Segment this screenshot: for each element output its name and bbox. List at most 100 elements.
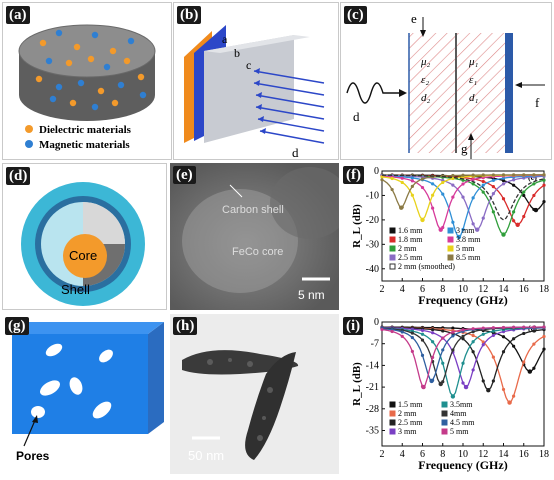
series-point-5 (410, 331, 414, 335)
series-line-8 (382, 174, 545, 221)
series-point-5 (431, 206, 435, 210)
magnetic-particle (91, 31, 99, 39)
panel-e: (e) Carbon shell FeCo core 5 nm (170, 163, 339, 310)
legend-entry: 4.5 mm (450, 418, 475, 427)
cylinder-diagram: Dielectric materials Magnetic materials (18, 24, 156, 151)
series-point-4 (491, 178, 495, 182)
series-point-4 (410, 176, 414, 180)
series-point-5 (471, 330, 475, 334)
panel-c-label: (c) (344, 6, 367, 24)
panel-a: (a) Dielectric materials Magnetic materi… (2, 2, 172, 160)
magnetic-particle (55, 29, 63, 37)
panel-i-label: (i) (343, 317, 364, 335)
series-point-4 (471, 340, 475, 344)
eps2-symbol: ε₂ (421, 74, 429, 86)
series-point-4 (461, 227, 465, 232)
magnetic-particle (127, 37, 135, 45)
panel-h: (h) 50 nm (170, 314, 339, 474)
nanorod-1 (182, 350, 299, 375)
series-point-6 (410, 193, 414, 197)
series-point-7 (542, 325, 546, 329)
incident-wave (346, 82, 403, 104)
panel-f: (f) 2 4 6 8 10 12 14 16 18 0 -10 -20 -30 -40 Frequency… (340, 163, 552, 310)
magnetic-particle (103, 63, 111, 71)
series-point-1 (501, 387, 506, 392)
series-point-7 (390, 329, 394, 334)
dielectric-particle (97, 87, 105, 95)
legend-marker (389, 236, 396, 243)
series-point-1 (491, 185, 495, 189)
series-point-3 (420, 328, 425, 333)
layer-label-c: c (246, 58, 251, 72)
series-point-7 (491, 173, 495, 177)
series-min-point-1 (507, 400, 512, 405)
eps1-symbol: ε₁ (469, 74, 477, 86)
series-point-2 (542, 178, 546, 182)
tem-image-feco: Carbon shell FeCo core 5 nm (170, 163, 339, 310)
series-point-3 (491, 333, 495, 338)
series-point-2 (431, 327, 435, 332)
y-tick-label: -14 (366, 360, 379, 371)
label-d: d (353, 109, 360, 124)
series-point-7 (451, 173, 455, 178)
series-point-2 (522, 190, 526, 194)
series-point-4 (441, 361, 445, 365)
series-point-1 (491, 355, 495, 359)
panel-d-label: (d) (6, 167, 31, 185)
legend-marker (389, 227, 396, 234)
y-tick-label: -35 (366, 426, 379, 437)
series-point-5 (420, 185, 425, 190)
magnetic-particle (139, 91, 147, 99)
series-point-7 (522, 325, 526, 329)
pores (31, 343, 113, 419)
dielectric-particle (65, 59, 73, 67)
series-point-4 (431, 182, 435, 186)
series-point-0 (501, 178, 506, 183)
mu2-symbol: μ₂ (420, 56, 431, 68)
label-f: f (535, 95, 540, 110)
dielectric-particle (137, 73, 145, 81)
magnetic-particle (45, 57, 53, 65)
magnetic-legend-dot (25, 140, 33, 148)
legend-entry: 8.5 mm (456, 253, 481, 262)
series-point-3 (431, 331, 435, 335)
x-tick-label: 16 (519, 284, 529, 295)
legend-marker (389, 419, 396, 426)
core-label: Core (69, 248, 97, 263)
series-point-5 (451, 195, 455, 199)
series-point-0 (512, 183, 516, 187)
x-tick-label: 12 (478, 449, 488, 460)
wave-label-d: d (292, 145, 299, 159)
magnetic-particle (55, 83, 63, 91)
series-point-7 (542, 173, 546, 177)
series-min-point-3 (474, 227, 480, 232)
series-point-3 (481, 216, 485, 220)
series-point-5 (471, 177, 475, 182)
y-axis-label: R_L (dB) (351, 204, 363, 248)
panel-g-label: (g) (5, 317, 29, 335)
series-point-1 (471, 333, 475, 338)
x-tick-label: 6 (420, 284, 425, 295)
panel-h-label: (h) (173, 317, 198, 335)
series-point-7 (481, 326, 485, 330)
panel-a-label: (a) (6, 6, 30, 24)
series-point-6 (441, 348, 445, 352)
y-tick-label: -28 (366, 404, 379, 415)
series-point-3 (471, 368, 475, 372)
series-point-2 (471, 182, 475, 186)
y-tick-label: 0 (374, 166, 379, 177)
series-min-point-4 (450, 394, 456, 399)
series-point-6 (410, 335, 414, 340)
series-point-5 (420, 338, 425, 342)
series-point-4 (471, 196, 475, 200)
dielectric-particle (123, 57, 131, 65)
pores-label: Pores (16, 449, 50, 463)
y-axis-label: R_L (dB) (351, 362, 363, 406)
series-min-point-5 (438, 381, 443, 387)
series-min-point-3 (463, 384, 469, 390)
magnetic-particle (117, 81, 125, 89)
panel-e-label: (e) (173, 166, 196, 184)
x-tick-label: 10 (458, 284, 468, 295)
series-point-1 (481, 179, 485, 184)
series-point-0 (532, 366, 536, 370)
